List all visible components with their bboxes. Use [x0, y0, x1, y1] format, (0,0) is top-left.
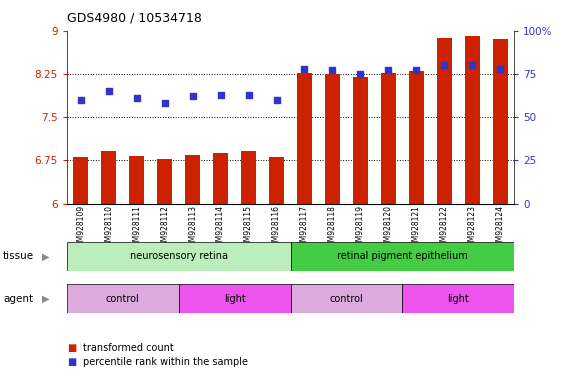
Point: [104, 88, 113, 94]
Bar: [67, 242, 290, 271]
Bar: [408, 71, 424, 204]
Point: [76, 97, 85, 103]
Text: light: light: [224, 293, 245, 304]
Point: [440, 62, 449, 68]
Bar: [290, 284, 403, 313]
Bar: [493, 40, 508, 204]
Point: [496, 66, 505, 72]
Point: [216, 91, 225, 98]
Bar: [67, 284, 179, 313]
Bar: [185, 155, 200, 204]
Point: [356, 71, 365, 77]
Bar: [381, 73, 396, 204]
Bar: [269, 157, 284, 204]
Text: control: control: [329, 293, 363, 304]
Text: ▶: ▶: [42, 293, 50, 304]
Point: [244, 91, 253, 98]
Point: [468, 62, 477, 68]
Text: neurosensory retina: neurosensory retina: [130, 251, 228, 262]
Bar: [436, 38, 452, 204]
Bar: [73, 157, 88, 204]
Point: [383, 67, 393, 73]
Text: ■: ■: [67, 357, 76, 367]
Point: [300, 66, 309, 72]
Text: ■: ■: [67, 343, 76, 353]
Bar: [241, 151, 256, 204]
Text: control: control: [106, 293, 139, 304]
Point: [132, 95, 141, 101]
Bar: [297, 73, 312, 204]
Bar: [353, 78, 368, 204]
Point: [188, 93, 198, 99]
Bar: [465, 36, 480, 204]
Bar: [290, 242, 514, 271]
Text: transformed count: transformed count: [83, 343, 174, 353]
Text: agent: agent: [3, 293, 33, 304]
Bar: [129, 156, 145, 204]
Bar: [213, 154, 228, 204]
Bar: [179, 284, 290, 313]
Text: ▶: ▶: [42, 251, 50, 262]
Point: [412, 67, 421, 73]
Bar: [157, 159, 173, 204]
Text: percentile rank within the sample: percentile rank within the sample: [83, 357, 248, 367]
Bar: [101, 151, 116, 204]
Point: [160, 100, 169, 106]
Point: [328, 67, 337, 73]
Point: [272, 97, 281, 103]
Text: light: light: [447, 293, 469, 304]
Text: GDS4980 / 10534718: GDS4980 / 10534718: [67, 12, 202, 25]
Bar: [325, 74, 340, 204]
Text: retinal pigment epithelium: retinal pigment epithelium: [337, 251, 468, 262]
Text: tissue: tissue: [3, 251, 34, 262]
Bar: [403, 284, 514, 313]
